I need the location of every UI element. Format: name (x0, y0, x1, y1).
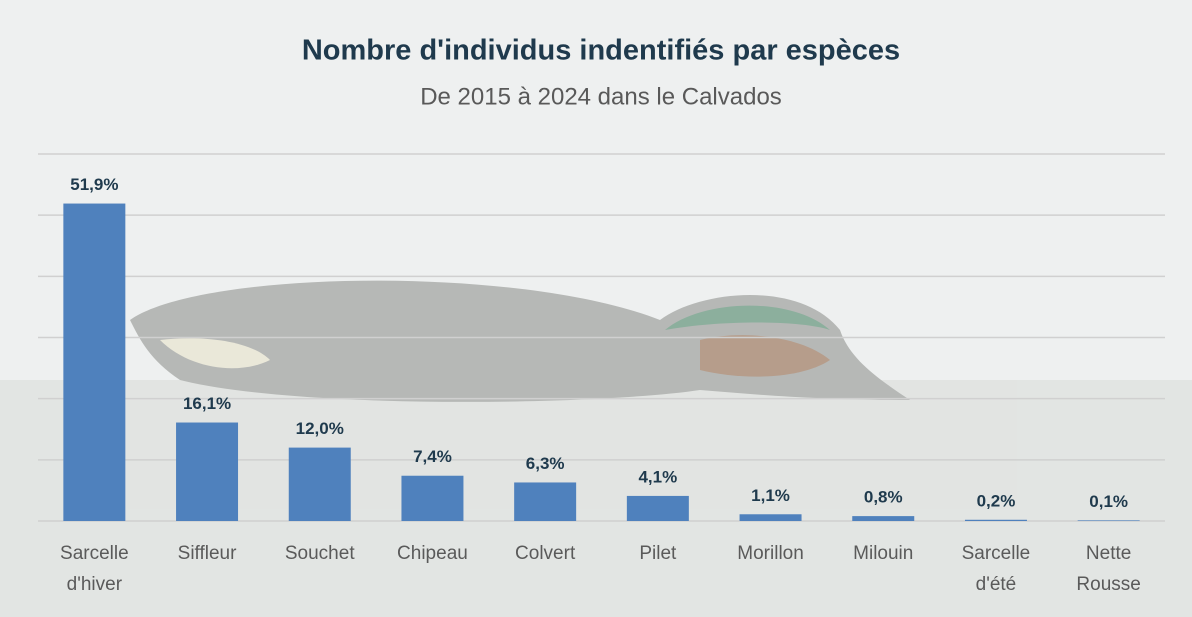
bar (1077, 520, 1140, 521)
bar (63, 203, 126, 522)
data-label: 51,9% (70, 175, 118, 194)
data-label: 12,0% (296, 419, 344, 438)
x-tick-label: Pilet (639, 543, 677, 564)
x-tick-label: Siffleur (177, 543, 237, 564)
bar (626, 495, 689, 521)
bar (852, 516, 915, 521)
x-tick-label: Nette Rousse (1076, 543, 1141, 595)
chart-title: Nombre d'individus indentifiés par espèc… (302, 35, 900, 67)
x-tick-label: Morillon (737, 543, 804, 564)
chart-subtitle: De 2015 à 2024 dans le Calvados (420, 83, 782, 110)
bar (401, 475, 464, 521)
bar (514, 482, 577, 521)
x-tick-label: Colvert (515, 543, 576, 564)
background-photo (0, 280, 1192, 617)
bar (288, 447, 351, 521)
x-tick-label: Sarcelle d'été (961, 543, 1031, 595)
data-label: 6,3% (526, 454, 565, 473)
bar (739, 514, 802, 521)
data-label: 0,2% (977, 491, 1016, 510)
x-tick-label: Chipeau (397, 543, 468, 564)
data-label: 0,1% (1089, 492, 1128, 511)
data-label: 7,4% (413, 447, 452, 466)
x-tick-label: Sarcelle d'hiver (60, 543, 129, 595)
bar (176, 422, 239, 521)
data-label: 16,1% (183, 394, 231, 413)
bar (964, 519, 1027, 521)
data-label: 0,8% (864, 488, 903, 507)
x-tick-label: Souchet (284, 543, 355, 564)
data-label: 4,1% (638, 467, 677, 486)
x-tick-label: Milouin (853, 543, 914, 564)
data-label: 1,1% (751, 486, 790, 505)
